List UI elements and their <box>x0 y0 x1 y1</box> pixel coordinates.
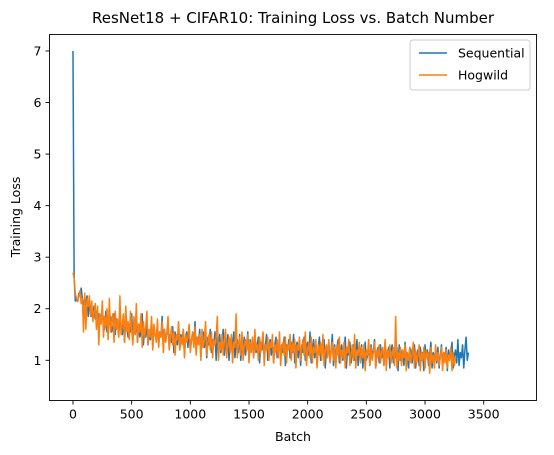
chart-title: ResNet18 + CIFAR10: Training Loss vs. Ba… <box>92 9 495 27</box>
plot-area <box>72 50 470 374</box>
y-tick-label: 4 <box>34 198 42 213</box>
y-tick-label: 7 <box>34 43 42 58</box>
y-tick-label: 6 <box>34 95 42 110</box>
y-axis-title: Training Loss <box>8 177 23 259</box>
legend: Sequential Hogwild <box>409 39 531 91</box>
y-tick-label: 5 <box>34 147 42 162</box>
x-axis-title: Batch <box>275 429 311 444</box>
y-tick-label: 1 <box>34 353 42 368</box>
y-tick-label: 3 <box>34 250 42 265</box>
x-tick-label: 1500 <box>233 407 265 422</box>
x-tick-label: 2500 <box>350 407 382 422</box>
y-axis: 1 2 3 4 5 6 7 <box>34 43 50 368</box>
x-tick-label: 2000 <box>292 407 324 422</box>
x-tick-label: 1000 <box>174 407 206 422</box>
series-line-hogwild <box>72 272 457 374</box>
axes-frame <box>49 34 537 401</box>
x-axis: 0 500 1000 1500 2000 2500 3000 3500 <box>69 400 500 422</box>
x-tick-label: 0 <box>69 407 77 422</box>
x-tick-label: 500 <box>120 407 144 422</box>
legend-label-sequential: Sequential <box>458 46 525 61</box>
x-tick-label: 3500 <box>468 407 500 422</box>
legend-label-hogwild: Hogwild <box>458 68 508 83</box>
y-tick-label: 2 <box>34 301 42 316</box>
x-tick-label: 3000 <box>409 407 441 422</box>
